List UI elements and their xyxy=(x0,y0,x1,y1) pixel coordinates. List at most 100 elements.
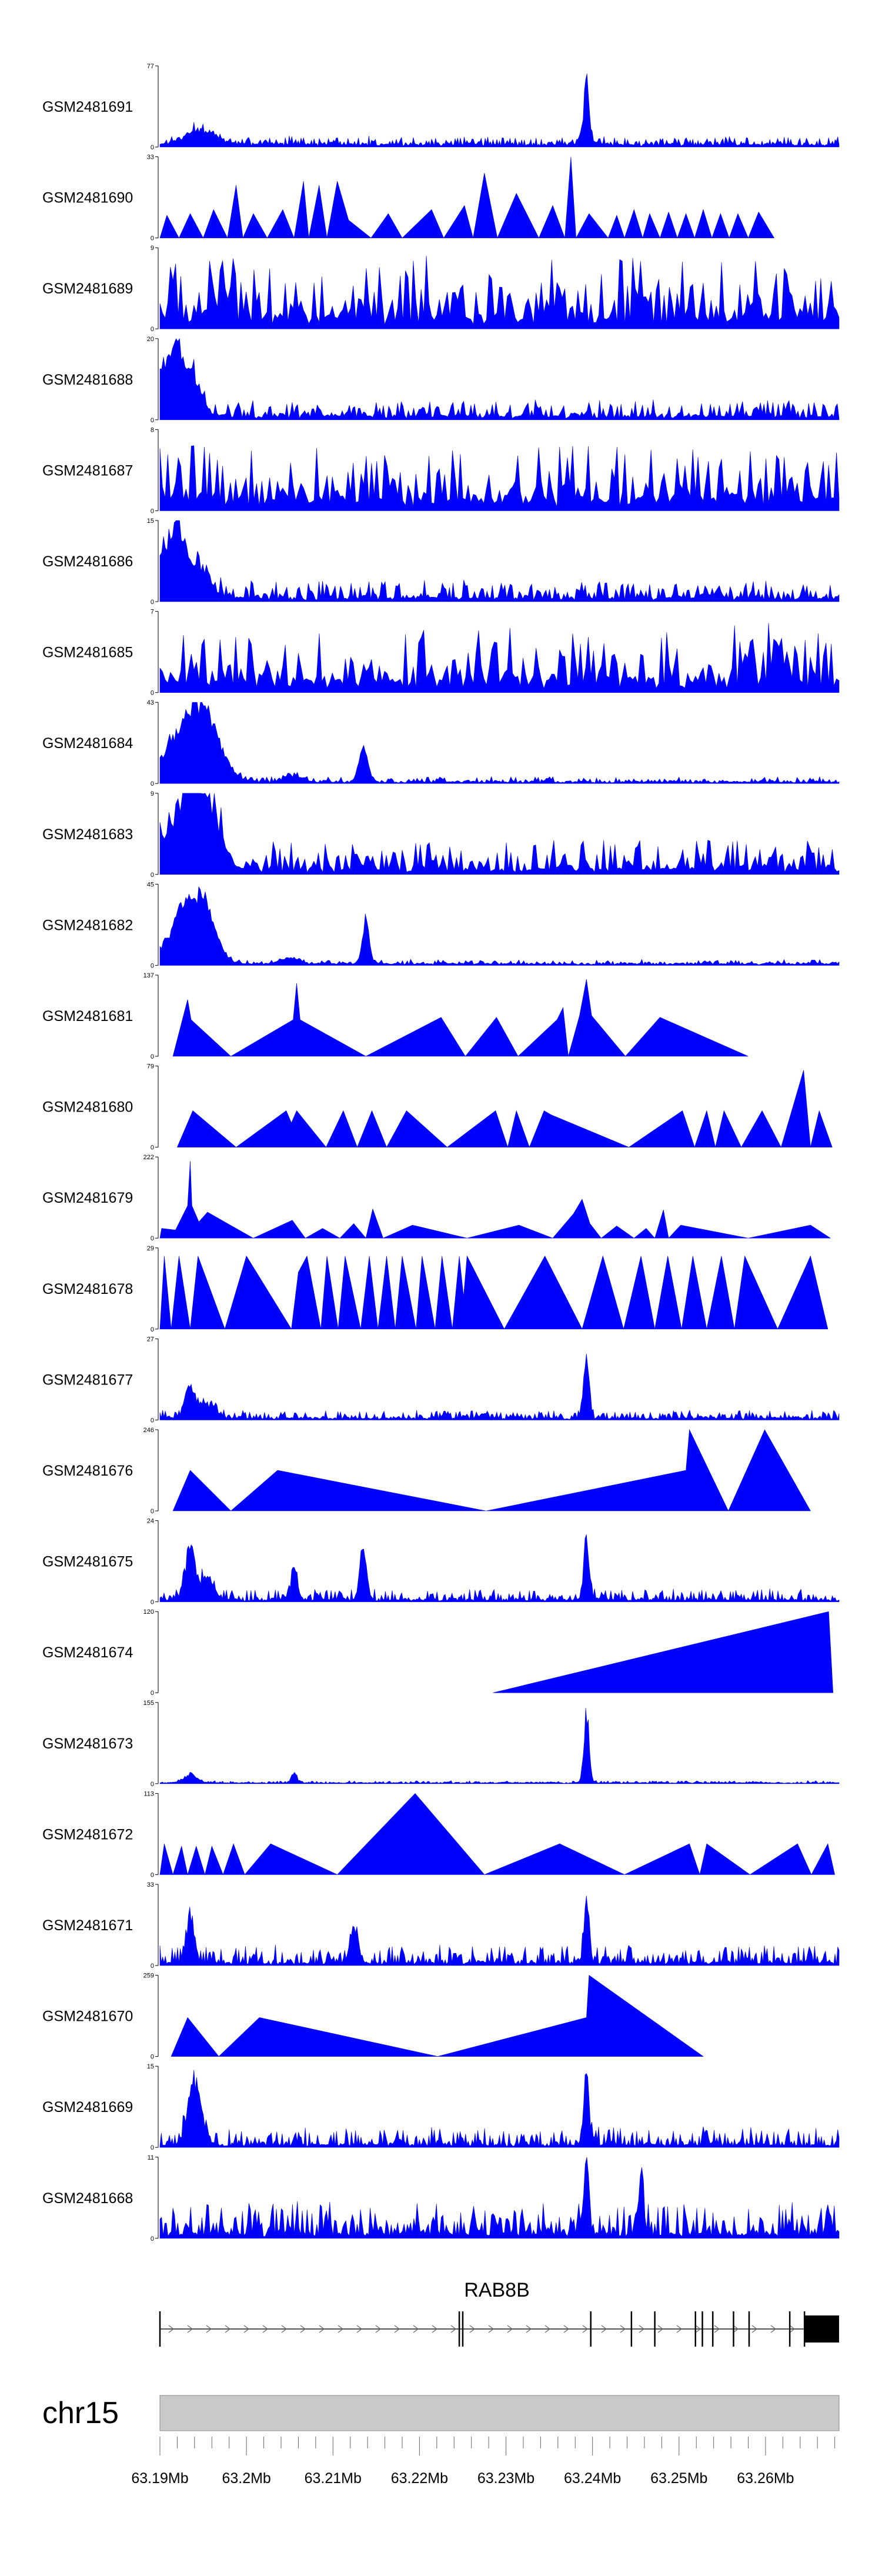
y-zero-label: 0 xyxy=(151,780,154,788)
coverage-area xyxy=(171,1975,704,2057)
y-max-label: 11 xyxy=(148,2154,154,2161)
y-zero-label: 0 xyxy=(151,2054,154,2061)
y-max-label: 45 xyxy=(147,881,154,888)
y-max-label: 33 xyxy=(147,154,154,161)
gene-label: RAB8B xyxy=(464,2279,530,2301)
y-zero-label: 0 xyxy=(151,1781,154,1788)
x-tick-label: 63.22Mb xyxy=(391,2470,448,2487)
track-label: GSM2481668 xyxy=(42,2190,133,2207)
coverage-area xyxy=(159,1353,840,1420)
strand-arrow xyxy=(582,2325,588,2333)
track-GSM2481687: GSM2481687 8 0 xyxy=(42,426,840,515)
track-GSM2481674: GSM2481674 120 0 xyxy=(42,1609,834,1697)
x-tick-label: 63.2Mb xyxy=(222,2470,270,2487)
track-GSM2481690: GSM2481690 33 0 xyxy=(42,154,775,242)
track-label: GSM2481672 xyxy=(42,1826,133,1843)
coverage-area xyxy=(172,979,749,1057)
strand-arrow xyxy=(450,2325,456,2333)
y-zero-label: 0 xyxy=(151,1326,154,1333)
track-GSM2481672: GSM2481672 113 0 xyxy=(42,1790,835,1878)
strand-arrow xyxy=(488,2325,494,2333)
y-zero-label: 0 xyxy=(151,1871,154,1878)
strand-arrow xyxy=(639,2325,644,2333)
y-max-label: 43 xyxy=(147,699,154,706)
coverage-area xyxy=(159,1896,840,1966)
track-GSM2481684: GSM2481684 43 0 xyxy=(42,699,840,788)
coverage-area xyxy=(159,1534,840,1602)
y-zero-label: 0 xyxy=(151,144,154,151)
y-zero-label: 0 xyxy=(151,2144,154,2151)
coverage-area xyxy=(159,2070,840,2148)
track-label: GSM2481674 xyxy=(42,1644,133,1661)
strand-arrow xyxy=(751,2325,757,2333)
strand-arrow xyxy=(319,2325,325,2333)
y-zero-label: 0 xyxy=(151,1599,154,1606)
y-max-label: 113 xyxy=(143,1790,154,1797)
strand-arrow xyxy=(187,2325,193,2333)
track-label: GSM2481678 xyxy=(42,1281,133,1297)
y-zero-label: 0 xyxy=(151,326,154,333)
track-label: GSM2481670 xyxy=(42,2008,133,2025)
y-max-label: 246 xyxy=(143,1427,154,1434)
y-max-label: 9 xyxy=(151,245,154,252)
y-max-label: 24 xyxy=(147,1518,154,1525)
strand-arrow xyxy=(168,2325,174,2333)
track-GSM2481680: GSM2481680 79 0 xyxy=(42,1063,833,1152)
track-label: GSM2481676 xyxy=(42,1463,133,1479)
y-zero-label: 0 xyxy=(151,1235,154,1242)
gene-model: RAB8B xyxy=(159,2279,839,2347)
track-GSM2481677: GSM2481677 27 0 xyxy=(42,1336,840,1424)
track-GSM2481670: GSM2481670 259 0 xyxy=(42,1973,704,2061)
y-zero-label: 0 xyxy=(151,1963,154,1970)
y-max-label: 120 xyxy=(143,1609,154,1616)
strand-arrow xyxy=(563,2325,569,2333)
coverage-area xyxy=(159,1707,840,1784)
strand-arrow xyxy=(300,2325,306,2333)
y-zero-label: 0 xyxy=(151,962,154,969)
coverage-area xyxy=(159,1793,835,1876)
track-label: GSM2481684 xyxy=(42,735,133,752)
y-max-label: 8 xyxy=(151,426,154,433)
chromosome-label: chr15 xyxy=(42,2396,119,2430)
strand-arrow xyxy=(714,2325,720,2333)
x-tick-label: 63.25Mb xyxy=(650,2470,707,2487)
track-GSM2481683: GSM2481683 9 0 xyxy=(42,790,840,879)
track-GSM2481675: GSM2481675 24 0 xyxy=(42,1518,840,1606)
track-GSM2481671: GSM2481671 33 0 xyxy=(42,1881,840,1970)
track-GSM2481691: GSM2481691 77 0 xyxy=(42,63,840,151)
coverage-area xyxy=(159,520,840,602)
track-label: GSM2481685 xyxy=(42,645,133,661)
y-zero-label: 0 xyxy=(151,1417,154,1424)
track-label: GSM2481677 xyxy=(42,1372,133,1388)
track-label: GSM2481683 xyxy=(42,826,133,843)
track-GSM2481688: GSM2481688 20 0 xyxy=(42,336,840,424)
y-max-label: 33 xyxy=(147,1881,154,1888)
strand-arrow xyxy=(733,2325,739,2333)
track-label: GSM2481688 xyxy=(42,372,133,388)
strand-arrow xyxy=(601,2325,607,2333)
strand-arrow xyxy=(620,2325,626,2333)
track-label: GSM2481671 xyxy=(42,1917,133,1934)
track-GSM2481668: GSM2481668 11 0 xyxy=(42,2154,840,2243)
y-max-label: 259 xyxy=(143,1973,154,1980)
y-max-label: 222 xyxy=(143,1154,154,1161)
coverage-area xyxy=(176,1070,833,1148)
track-label: GSM2481675 xyxy=(42,1554,133,1570)
y-zero-label: 0 xyxy=(151,508,154,515)
strand-arrow xyxy=(526,2325,532,2333)
strand-arrow xyxy=(375,2325,381,2333)
strand-arrow xyxy=(507,2325,513,2333)
track-GSM2481678: GSM2481678 29 0 xyxy=(42,1245,828,1333)
track-label: GSM2481669 xyxy=(42,2099,133,2115)
coverage-area xyxy=(159,792,840,875)
chromosome-band xyxy=(159,2395,840,2431)
y-max-label: 15 xyxy=(147,2063,154,2070)
coverage-area xyxy=(159,338,840,421)
track-label: GSM2481689 xyxy=(42,281,133,297)
x-tick-label: 63.26Mb xyxy=(737,2470,794,2487)
coverage-area xyxy=(159,702,840,784)
y-max-label: 137 xyxy=(143,972,154,979)
y-zero-label: 0 xyxy=(151,872,154,879)
track-label: GSM2481687 xyxy=(42,462,133,479)
track-GSM2481681: GSM2481681 137 0 xyxy=(42,972,749,1060)
